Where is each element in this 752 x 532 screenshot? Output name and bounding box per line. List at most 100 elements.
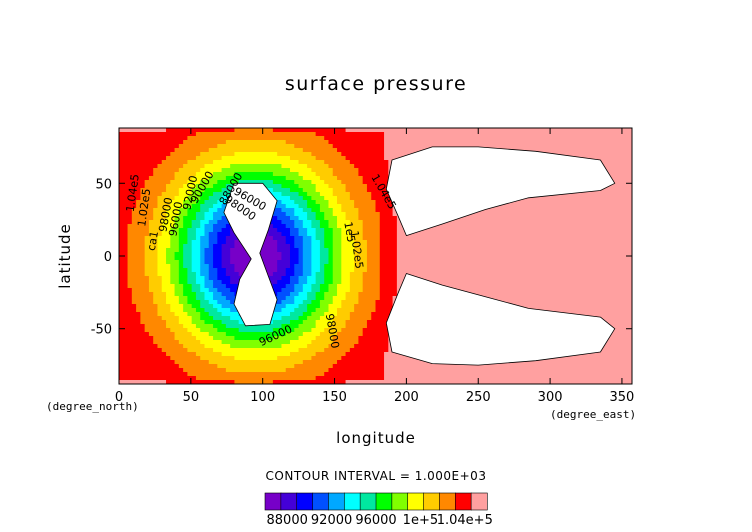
pressure-cell [302, 196, 308, 201]
pressure-cell [542, 224, 548, 229]
pressure-cell [413, 240, 419, 245]
pressure-cell [354, 184, 360, 189]
pressure-cell [328, 128, 334, 133]
pressure-cell [332, 208, 338, 213]
pressure-cell [140, 276, 146, 281]
pressure-cell [533, 260, 539, 265]
pressure-cell [375, 256, 381, 261]
pressure-cell [495, 236, 501, 241]
pressure-cell [200, 188, 206, 193]
pressure-cell [597, 212, 603, 217]
pressure-cell [388, 216, 394, 221]
pressure-cell [294, 208, 300, 213]
pressure-cell [213, 260, 218, 265]
pressure-cell [294, 268, 300, 273]
pressure-cell [285, 160, 291, 165]
pressure-cell [555, 256, 560, 261]
pressure-cell [589, 148, 595, 153]
pressure-cell [371, 140, 377, 145]
pressure-cell [157, 132, 163, 137]
pressure-cell [516, 284, 522, 289]
pressure-cell [225, 132, 231, 137]
pressure-cell [396, 136, 402, 141]
pressure-cell [213, 236, 218, 241]
pressure-cell [144, 268, 150, 273]
pressure-cell [148, 252, 154, 257]
pressure-cell [550, 128, 556, 133]
pressure-cell [597, 192, 603, 197]
pressure-cell [623, 164, 629, 169]
pressure-cell [537, 200, 543, 205]
pressure-cell [170, 128, 176, 133]
pressure-cell [482, 140, 488, 145]
pressure-cell [563, 152, 569, 157]
pressure-cell [123, 168, 129, 173]
pressure-cell [508, 260, 513, 265]
pressure-cell [332, 192, 338, 197]
pressure-cell [379, 196, 385, 201]
pressure-cell [606, 192, 612, 197]
pressure-cell [272, 260, 278, 265]
pressure-cell [337, 188, 342, 193]
pressure-cell [242, 252, 248, 257]
pressure-cell [503, 284, 509, 289]
pressure-cell [119, 168, 124, 173]
pressure-cell [153, 212, 159, 217]
pressure-cell [495, 228, 501, 233]
pressure-cell [187, 228, 193, 233]
pressure-cell [584, 248, 590, 253]
pressure-cell [529, 128, 535, 133]
pressure-cell [503, 132, 509, 137]
pressure-cell [290, 160, 295, 165]
pressure-cell [512, 132, 518, 137]
pressure-cell [157, 292, 163, 297]
pressure-cell [478, 212, 483, 217]
pressure-cell [268, 148, 274, 153]
pressure-cell [452, 284, 458, 289]
pressure-cell [174, 232, 180, 237]
pressure-cell [614, 256, 620, 261]
pressure-cell [555, 196, 560, 201]
pressure-cell [371, 136, 377, 141]
pressure-cell [537, 288, 543, 293]
pressure-cell [294, 292, 300, 297]
pressure-cell [208, 236, 214, 241]
pressure-cell [302, 224, 308, 229]
pressure-cell [371, 200, 377, 205]
pressure-cell [200, 140, 206, 145]
pressure-cell [324, 264, 330, 269]
pressure-cell [371, 156, 377, 161]
pressure-cell [230, 236, 236, 241]
pressure-cell [230, 156, 236, 161]
pressure-cell [379, 156, 385, 161]
pressure-cell [366, 148, 372, 153]
pressure-cell [217, 200, 223, 205]
pressure-cell [328, 168, 334, 173]
pressure-cell [349, 136, 355, 141]
pressure-cell [302, 264, 308, 269]
pressure-cell [328, 260, 334, 265]
pressure-cell [328, 252, 334, 257]
pressure-cell [140, 164, 146, 169]
pressure-cell [260, 248, 265, 253]
pressure-cell [200, 168, 206, 173]
pressure-cell [272, 248, 278, 253]
pressure-cell [619, 200, 625, 205]
pressure-cell [332, 200, 338, 205]
pressure-cell [136, 284, 141, 289]
pressure-cell [358, 216, 364, 221]
pressure-cell [144, 272, 150, 277]
pressure-cell [285, 240, 291, 245]
pressure-cell [413, 264, 419, 269]
pressure-cell [366, 196, 372, 201]
pressure-cell [140, 192, 146, 197]
pressure-cell [375, 212, 381, 217]
pressure-cell [341, 292, 347, 297]
pressure-cell [362, 260, 368, 265]
pressure-cell [542, 232, 548, 237]
pressure-cell [131, 220, 137, 225]
pressure-cell [285, 152, 291, 157]
pressure-cell [319, 212, 325, 217]
pressure-cell [452, 240, 458, 245]
pressure-cell [384, 260, 389, 265]
